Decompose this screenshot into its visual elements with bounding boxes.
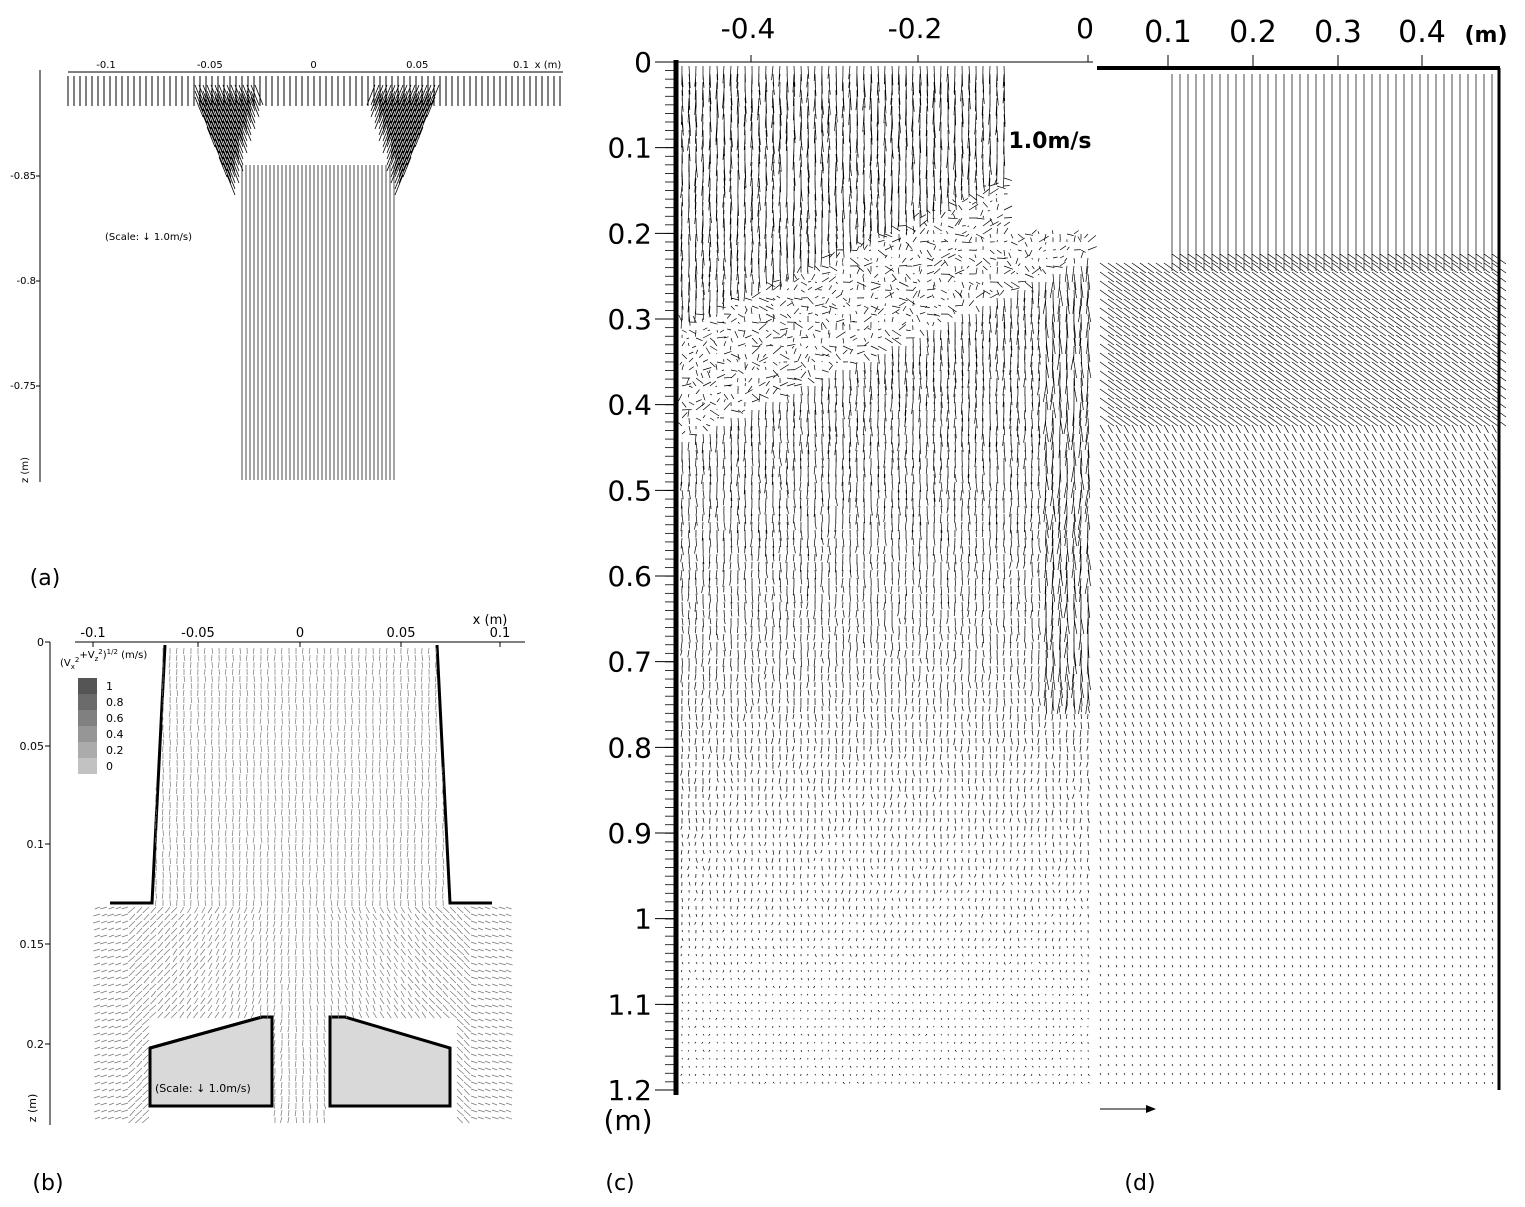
legend-title-part: 1/2 xyxy=(107,648,118,656)
wall xyxy=(435,644,492,905)
z-tick-label: 0.4 xyxy=(607,389,652,422)
x-tick-label: 0.1 xyxy=(1144,15,1192,50)
legend-swatch xyxy=(78,726,97,742)
scale-note: 1.0m/s xyxy=(1008,129,1091,154)
wall xyxy=(149,1015,272,1050)
legend-level: 1 xyxy=(106,680,113,693)
z-tick-label: 0.9 xyxy=(607,817,652,850)
x-tick-label: -0.2 xyxy=(888,12,943,45)
legend-title-part: 2 xyxy=(75,656,79,664)
legend-title-part: x xyxy=(71,663,75,671)
legend-level: 0.4 xyxy=(106,728,124,741)
x-tick-label: 0.05 xyxy=(387,626,416,641)
x-tick-label: 0.1 xyxy=(513,60,529,71)
z-tick-label: 1.2 xyxy=(607,1074,652,1107)
legend-title-part: 2 xyxy=(98,648,102,656)
legend-swatch xyxy=(78,678,97,694)
legend-swatch xyxy=(78,694,97,710)
z-axis-label: z (m) xyxy=(26,1094,39,1123)
panel-label: (b) xyxy=(32,1171,63,1196)
legend-title-part: (V xyxy=(60,658,71,669)
panel-label: (c) xyxy=(605,1171,634,1196)
x-tick-label: 0 xyxy=(1076,12,1094,45)
z-axis-label: (m) xyxy=(603,1104,652,1137)
x-tick-label: 0 xyxy=(310,60,316,71)
z-tick-label: -0.8 xyxy=(16,276,36,287)
vector-field xyxy=(93,647,513,1124)
scale-note: (Scale: ↓ 1.0m/s) xyxy=(155,1082,251,1095)
z-tick-label: 0.5 xyxy=(607,474,652,507)
z-tick-label: 0 xyxy=(37,636,44,649)
z-tick-label: 0.15 xyxy=(20,938,45,951)
wall xyxy=(110,644,167,905)
legend-swatch xyxy=(78,742,97,758)
x-tick-label: 0.1 xyxy=(490,626,511,641)
vector-fields xyxy=(67,65,1507,1124)
x-tick-label: -0.05 xyxy=(181,626,215,641)
z-tick-label: -0.85 xyxy=(10,171,36,182)
vector-field xyxy=(194,84,440,196)
z-tick-label: 0.2 xyxy=(607,217,652,250)
legend-level: 0.2 xyxy=(106,744,124,757)
z-tick-label: 0.6 xyxy=(607,560,652,593)
x-tick-label: -0.05 xyxy=(197,60,223,71)
scale-note: (Scale: ↓ 1.0m/s) xyxy=(105,232,192,243)
z-tick-label: 0.3 xyxy=(607,303,652,336)
z-tick-label: 1.1 xyxy=(607,988,652,1021)
legend-title-part: +V xyxy=(79,650,94,661)
x-tick-label: -0.1 xyxy=(80,626,105,641)
x-tick-label: -0.4 xyxy=(721,12,776,45)
vector-field xyxy=(241,165,395,480)
x-tick-label: -0.1 xyxy=(96,60,116,71)
legend-level: 0.6 xyxy=(106,712,124,725)
z-tick-label: 0.7 xyxy=(607,646,652,679)
x-tick-label: 0 xyxy=(296,626,304,641)
z-tick-label: 0 xyxy=(634,46,652,79)
z-tick-label: 0.1 xyxy=(607,132,652,165)
z-tick-label: 0.05 xyxy=(20,740,45,753)
block xyxy=(328,1015,452,1108)
z-tick-label: 0.8 xyxy=(607,731,652,764)
vector-field xyxy=(67,76,561,106)
legend-level: 0 xyxy=(106,760,113,773)
z-tick-label: 0.2 xyxy=(27,1038,45,1051)
x-axis-label: x (m) xyxy=(535,60,562,71)
z-tick-label: -0.75 xyxy=(10,381,36,392)
z-axis-label: z (m) xyxy=(20,457,31,483)
x-axis-label: x (m) xyxy=(473,613,508,628)
vector-field xyxy=(1099,74,1507,1085)
x-tick-label: 0.2 xyxy=(1229,15,1277,50)
panel-label: (a) xyxy=(30,566,61,591)
legend-title-part: z xyxy=(95,655,99,663)
x-axis-label: (m) xyxy=(1464,23,1507,48)
legend-swatch xyxy=(78,758,97,774)
x-tick-label: 0.4 xyxy=(1398,15,1446,50)
z-tick-label: 1 xyxy=(634,903,652,936)
legend-level: 0.8 xyxy=(106,696,124,709)
legend-title-part: (m/s) xyxy=(118,650,147,661)
z-tick-label: 0.1 xyxy=(27,838,45,851)
legend-swatch xyxy=(78,710,97,726)
panel-label: (d) xyxy=(1124,1171,1155,1196)
legend-title: (Vx2+Vz2)1/2 (m/s) xyxy=(60,648,147,671)
legend-title-part: ) xyxy=(103,650,107,661)
reference-arrow-head xyxy=(1146,1105,1156,1113)
x-tick-label: 0.3 xyxy=(1314,15,1362,50)
x-tick-label: 0.05 xyxy=(406,60,428,71)
vector-field xyxy=(678,65,1097,1085)
